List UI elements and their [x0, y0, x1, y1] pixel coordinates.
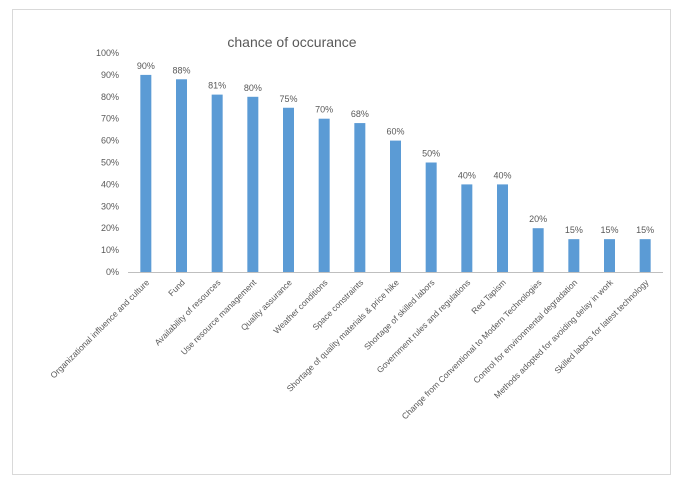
data-label: 15% — [636, 225, 654, 235]
data-label: 75% — [279, 94, 297, 104]
data-label: 68% — [351, 109, 369, 119]
y-tick-label: 10% — [101, 245, 119, 255]
data-label: 40% — [458, 170, 476, 180]
bar — [283, 107, 294, 272]
bar — [247, 96, 259, 272]
category-labels: Organizational influence and culture Fund… — [48, 277, 651, 421]
bar — [497, 184, 508, 272]
y-tick-label: 30% — [101, 201, 119, 211]
y-tick-label: 80% — [101, 92, 119, 102]
bar — [604, 239, 615, 272]
data-label: 15% — [600, 225, 618, 235]
bar — [354, 123, 366, 272]
y-tick-label: 20% — [101, 223, 119, 233]
chart-frame — [12, 9, 671, 475]
bar — [318, 118, 330, 272]
chart-title: chance of occurance — [227, 34, 356, 50]
data-label: 20% — [529, 214, 547, 224]
y-tick-label: 60% — [101, 136, 119, 146]
bar — [425, 162, 437, 272]
data-label: 70% — [315, 105, 333, 115]
data-label: 81% — [208, 81, 226, 91]
bar — [639, 239, 651, 272]
category-label: Organizational influence and culture — [48, 277, 151, 380]
y-tick-label: 50% — [101, 158, 119, 168]
bar — [568, 239, 580, 272]
bar — [532, 228, 544, 272]
data-labels: 90% 88% 81% 80% 75% 70% 68% 60% 50% 40% 40% 20% 15% 1… — [137, 61, 654, 235]
bar — [461, 184, 473, 272]
y-tick-label: 90% — [101, 70, 119, 80]
y-axis-ticks: 0% 10% 20% 30% 40% 50% 60% 70% 80% 90% 100% — [96, 48, 119, 277]
bar — [176, 79, 187, 272]
bar — [140, 74, 152, 273]
y-tick-label: 0% — [106, 267, 119, 277]
data-label: 40% — [493, 170, 511, 180]
data-label: 15% — [565, 225, 583, 235]
data-label: 50% — [422, 149, 440, 159]
category-label: Red Tapism — [469, 277, 508, 316]
bar — [211, 94, 223, 272]
y-tick-label: 70% — [101, 114, 119, 124]
category-label: Shortage of skilled labors — [362, 277, 437, 352]
data-label: 90% — [137, 61, 155, 71]
category-label: Availability of resources — [152, 277, 222, 347]
bars — [140, 74, 651, 273]
data-label: 60% — [386, 127, 404, 137]
y-tick-label: 100% — [96, 48, 119, 58]
category-label: Fund — [166, 277, 187, 298]
y-tick-label: 40% — [101, 179, 119, 189]
bar — [390, 140, 401, 272]
data-label: 80% — [244, 83, 262, 93]
data-label: 88% — [172, 65, 190, 75]
